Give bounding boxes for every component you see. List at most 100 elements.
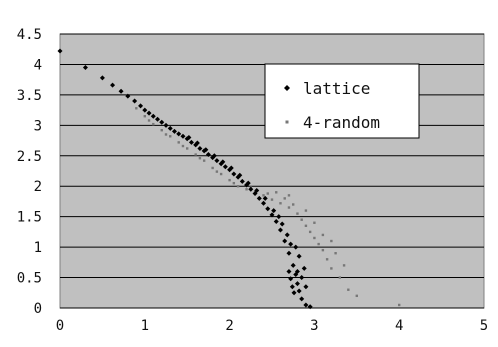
data-point	[231, 171, 237, 177]
y-tick-label: 0.5	[17, 271, 42, 287]
data-point	[57, 48, 63, 54]
data-point	[205, 152, 211, 158]
data-point	[355, 294, 358, 298]
data-point	[266, 192, 269, 195]
data-point	[286, 250, 292, 256]
data-point	[197, 145, 203, 151]
data-point	[202, 159, 206, 162]
data-point	[248, 186, 254, 192]
data-point	[313, 221, 316, 224]
data-point	[282, 238, 288, 244]
data-point	[125, 93, 131, 99]
data-point	[291, 290, 297, 296]
legend-marker	[285, 120, 289, 124]
data-point	[171, 128, 177, 134]
legend-box	[264, 63, 420, 139]
data-point	[313, 236, 316, 240]
data-point	[118, 88, 124, 94]
data-point	[296, 253, 302, 259]
data-point	[180, 133, 186, 139]
data-point	[164, 133, 168, 136]
data-point	[160, 129, 163, 132]
data-point	[203, 147, 209, 153]
data-point	[330, 267, 333, 270]
data-point	[275, 191, 278, 194]
x-tick-label: 1	[141, 318, 149, 334]
data-point	[245, 180, 251, 186]
data-point	[252, 191, 258, 197]
legend-marker	[284, 85, 290, 91]
data-point	[321, 248, 325, 252]
data-point	[110, 82, 116, 88]
data-point	[296, 288, 302, 294]
data-point	[82, 64, 88, 70]
data-point	[279, 202, 282, 205]
data-point	[150, 113, 156, 119]
data-point	[215, 170, 219, 173]
data-point	[169, 135, 172, 138]
data-point	[99, 75, 105, 81]
data-point	[211, 166, 214, 170]
data-point	[286, 268, 292, 274]
y-tick-label: 2.5	[17, 149, 42, 165]
data-point	[256, 195, 262, 201]
data-point	[288, 276, 294, 282]
x-tick-label: 5	[480, 318, 488, 334]
data-point	[304, 224, 308, 227]
data-point	[304, 209, 308, 212]
data-point	[262, 195, 268, 201]
y-tick-label: 2	[34, 179, 42, 195]
data-point	[296, 212, 299, 215]
data-point	[299, 275, 305, 281]
data-point	[303, 284, 309, 290]
data-point	[288, 241, 294, 247]
data-point	[152, 122, 155, 126]
data-point	[299, 296, 305, 302]
series-lattice	[57, 48, 313, 310]
data-point	[232, 181, 236, 185]
data-point	[283, 197, 286, 200]
data-point	[273, 219, 279, 225]
x-axis-ticks: 0 1 2 3 4 5	[56, 318, 488, 334]
data-point	[214, 158, 220, 164]
data-point	[220, 159, 226, 165]
legend: lattice 4-random	[264, 63, 420, 139]
data-point	[287, 194, 291, 197]
x-tick-label: 3	[310, 318, 318, 334]
data-point	[176, 131, 182, 137]
data-point	[290, 262, 296, 268]
data-point	[142, 107, 148, 113]
data-point	[270, 198, 274, 201]
y-tick-label: 3	[34, 118, 42, 134]
data-point	[338, 276, 342, 279]
data-point	[167, 125, 173, 131]
data-point	[308, 230, 312, 234]
data-point	[159, 119, 165, 125]
data-point	[325, 258, 329, 261]
data-point	[236, 185, 240, 188]
data-point	[135, 107, 138, 110]
data-point	[307, 304, 313, 310]
legend-label: lattice	[303, 79, 370, 98]
data-point	[303, 302, 309, 308]
legend-label: 4-random	[303, 113, 380, 132]
data-point	[239, 178, 245, 184]
data-point	[398, 303, 401, 307]
data-point	[147, 119, 151, 122]
data-point	[300, 218, 303, 221]
data-point	[265, 206, 271, 212]
data-point	[276, 214, 282, 220]
y-tick-label: 4	[34, 57, 42, 73]
y-tick-label: 4.5	[17, 27, 42, 43]
data-point	[294, 268, 300, 274]
data-point	[347, 288, 350, 291]
data-point	[271, 208, 277, 214]
data-point	[294, 281, 300, 287]
data-point	[279, 221, 285, 227]
y-axis-ticks: 0 0.5 1 1.5 2 2.5 3 3.5 4 4.5	[17, 27, 42, 317]
data-point	[292, 203, 295, 206]
x-tick-label: 2	[225, 318, 233, 334]
data-point	[245, 188, 248, 191]
data-point	[342, 264, 346, 267]
data-point	[293, 244, 299, 250]
